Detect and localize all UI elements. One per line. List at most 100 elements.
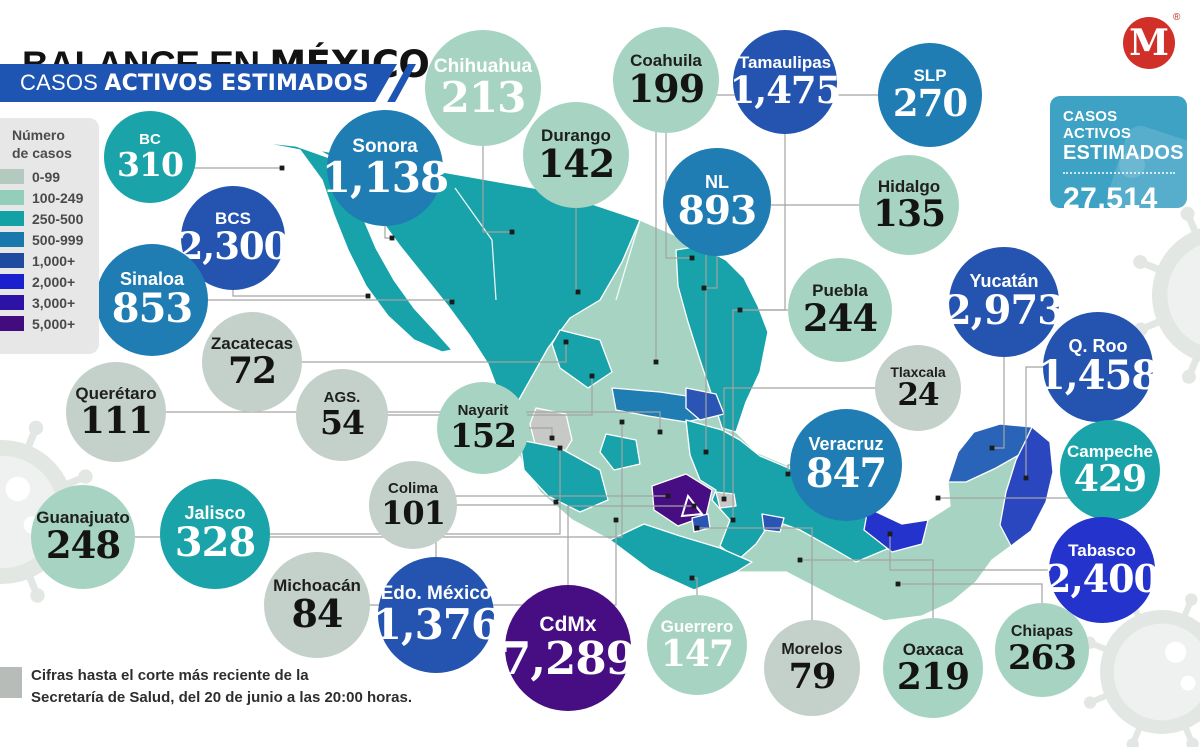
state-name: Tabasco xyxy=(1068,540,1136,560)
bubble-ags: AGS. 54 xyxy=(296,369,388,461)
legend-title-line1: Número xyxy=(12,127,65,143)
bubble-slp: SLP 270 xyxy=(878,43,982,147)
legend-swatch xyxy=(0,274,24,289)
legend-title-line2: de casos xyxy=(12,144,72,161)
map-state-border xyxy=(454,187,497,301)
bubble-veracruz: Veracruz 847 xyxy=(790,409,902,521)
state-value: 84 xyxy=(291,590,344,636)
legend-label: 5,000+ xyxy=(32,315,76,332)
state-name: Michoacán xyxy=(273,575,361,595)
bubble-puebla: Puebla 244 xyxy=(788,258,892,362)
total-box-line1: CASOS ACTIVOS xyxy=(1063,108,1132,142)
legend-item-100249: 100-249 xyxy=(0,187,99,208)
state-name: Hidalgo xyxy=(877,176,941,196)
bubble-hidalgo: Hidalgo 135 xyxy=(859,155,959,255)
subtitle-banner: CASOS ACTIVOS ESTIMADOS xyxy=(0,64,397,102)
state-name: Durango xyxy=(541,125,611,145)
footnote-line2: Secretaría de Salud, del 20 de junio a l… xyxy=(31,688,412,706)
state-name: Guerrero xyxy=(660,616,734,636)
map-qroo xyxy=(999,426,1054,547)
state-name: Zacatecas xyxy=(210,333,294,353)
legend-label: 1,000+ xyxy=(32,252,76,269)
legend-label: 2,000+ xyxy=(32,273,76,290)
anchor-dot xyxy=(589,373,595,379)
anchor-dot xyxy=(797,557,803,563)
anchor-dot xyxy=(665,493,671,499)
state-name: CdMx xyxy=(539,613,597,637)
total-cases-value: 27,514 xyxy=(1063,182,1158,208)
legend-item-1000+: 1,000+ xyxy=(0,250,99,271)
legend-swatch xyxy=(0,316,24,331)
state-name: Chiapas xyxy=(1010,623,1074,641)
bubble-yucatán: Yucatán 2,973 xyxy=(944,247,1065,357)
registered-mark: ® xyxy=(1173,12,1181,23)
state-name: Sinaloa xyxy=(119,269,185,290)
state-value: 2,973 xyxy=(943,287,1065,335)
anchor-dot xyxy=(563,339,569,345)
anchor-dot xyxy=(721,496,727,502)
subtitle-light: CASOS xyxy=(20,70,105,95)
legend-item-5000+: 5,000+ xyxy=(0,313,99,334)
legend-swatch xyxy=(0,190,24,205)
state-name: Nayarit xyxy=(457,402,509,420)
logo-letter: M xyxy=(1129,22,1169,64)
bubble-michoacán: Michoacán 84 xyxy=(264,552,370,658)
state-value: 213 xyxy=(440,72,527,122)
anchor-dot xyxy=(657,429,663,435)
state-value: 147 xyxy=(660,632,734,675)
bubble-oaxaca: Oaxaca 219 xyxy=(883,618,983,718)
bubble-guerrero: Guerrero 147 xyxy=(647,595,747,695)
bubble-querétaro: Querétaro 111 xyxy=(66,362,166,462)
state-value: 2,300 xyxy=(177,224,290,269)
bubble-zacatecas: Zacatecas 72 xyxy=(202,312,302,412)
subtitle-text: CASOS ACTIVOS ESTIMADOS xyxy=(20,70,369,96)
legend-label: 3,000+ xyxy=(32,294,76,311)
state-value: 219 xyxy=(896,655,970,698)
anchor-dot xyxy=(887,531,893,537)
state-value: 270 xyxy=(892,81,968,126)
state-value: 310 xyxy=(117,145,184,185)
legend-swatch xyxy=(0,169,24,184)
state-value: 199 xyxy=(627,65,705,111)
legend-label: 0-99 xyxy=(32,168,61,185)
subtitle-bold: ACTIVOS ESTIMADOS xyxy=(104,71,369,96)
state-value: 328 xyxy=(174,519,256,567)
legend-swatch xyxy=(0,232,24,247)
map-states-layer xyxy=(257,141,1054,622)
legend-swatch xyxy=(0,253,24,268)
connector-line xyxy=(342,376,593,416)
bubble-guanajuato: Guanajuato 248 xyxy=(31,485,135,589)
anchor-dot xyxy=(553,499,559,505)
state-value: 72 xyxy=(227,349,277,392)
anchor-dot xyxy=(653,359,659,365)
state-name: AGS. xyxy=(323,389,361,407)
state-value: 893 xyxy=(677,187,757,234)
state-value: 244 xyxy=(802,296,878,341)
state-value: 2,400 xyxy=(1045,555,1160,601)
anchor-dot xyxy=(689,575,695,581)
bubble-campeche: Campeche 429 xyxy=(1060,420,1160,520)
bubble-bc: BC 310 xyxy=(104,111,196,203)
anchor-dot xyxy=(785,471,791,477)
milenio-logo: M xyxy=(1123,17,1175,69)
bubble-sonora: Sonora 1,138 xyxy=(322,110,449,226)
state-name: BC xyxy=(139,131,161,149)
state-value: 101 xyxy=(381,493,446,532)
bubble-cdmx: CdMx 7,289 xyxy=(500,585,637,711)
bubble-tlaxcala: Tlaxcala 24 xyxy=(875,345,961,431)
legend-panel: Número de casos 0-99 100-249 250-500 500-99… xyxy=(0,118,99,354)
total-box-line2: ESTIMADOS xyxy=(1063,142,1184,164)
anchor-dot xyxy=(557,445,563,451)
anchor-dots-layer xyxy=(279,165,1029,587)
state-name: Querétaro xyxy=(75,383,157,403)
map-tabasco xyxy=(863,507,929,553)
bubble-morelos: Morelos 79 xyxy=(764,620,860,716)
legend-label: 500-999 xyxy=(32,231,84,248)
state-name: Sonora xyxy=(352,135,418,157)
state-value: 1,376 xyxy=(372,599,501,649)
bubble-sinaloa: Sinaloa 853 xyxy=(96,244,208,356)
total-cases-box: CASOS ACTIVOS ESTIMADOS 27,514 xyxy=(1050,96,1187,208)
legend-swatch xyxy=(0,295,24,310)
anchor-dot xyxy=(365,293,371,299)
anchor-dot xyxy=(279,165,285,171)
